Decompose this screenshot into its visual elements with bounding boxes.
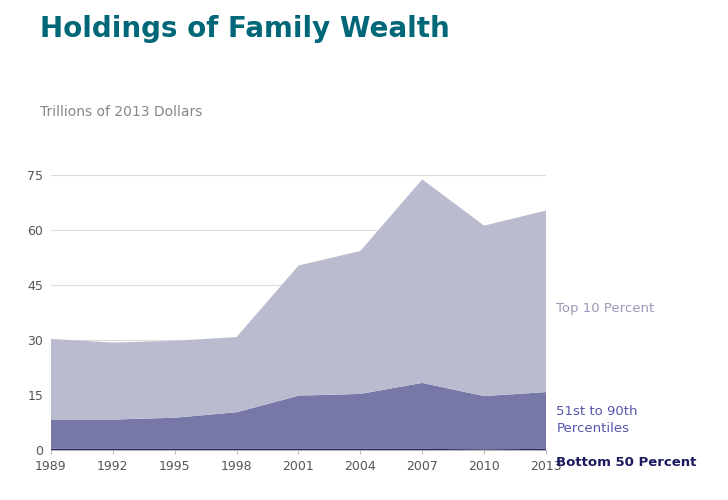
Text: Top 10 Percent: Top 10 Percent (556, 302, 654, 315)
Text: Bottom 50 Percent: Bottom 50 Percent (556, 456, 697, 469)
Text: 51st to 90th
Percentiles: 51st to 90th Percentiles (556, 406, 638, 436)
Text: Holdings of Family Wealth: Holdings of Family Wealth (40, 15, 450, 43)
Text: Trillions of 2013 Dollars: Trillions of 2013 Dollars (40, 105, 202, 119)
